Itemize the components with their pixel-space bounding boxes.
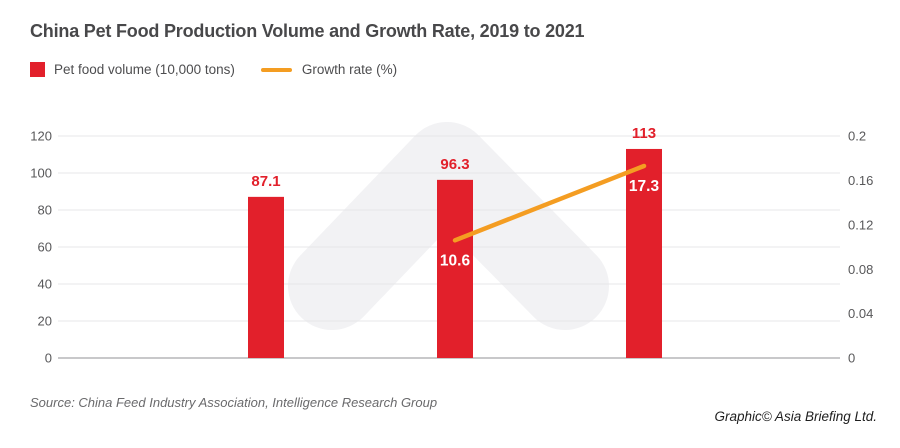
line-series: 10.6 17.3	[440, 163, 660, 269]
left-axis-tick-label: 120	[30, 129, 52, 144]
source-note: Source: China Feed Industry Association,…	[30, 395, 438, 410]
volume-bar-2021	[626, 148, 662, 358]
growth-value-label: 17.3	[629, 178, 660, 195]
right-axis-tick-label: 0.12	[848, 217, 873, 232]
growth-legend-swatch-icon	[260, 67, 292, 72]
credit-note: Graphic© Asia Briefing Ltd.	[714, 409, 877, 424]
legend: Pet food volume (10,000 tons) Growth rat…	[30, 62, 397, 77]
volume-legend-label: Pet food volume (10,000 tons)	[54, 62, 235, 77]
bar-series: 87.1 96.3 113	[248, 125, 662, 358]
chart-title: China Pet Food Production Volume and Gro…	[30, 21, 585, 41]
bar-value-label: 113	[632, 125, 656, 142]
volume-legend-swatch-icon	[30, 62, 45, 77]
left-axis-tick-label: 60	[38, 240, 52, 255]
right-axis-tick-label: 0.04	[848, 306, 873, 321]
right-axis-tick-label: 0.2	[848, 129, 866, 144]
volume-bar-2019	[248, 196, 284, 358]
right-axis: 0 0.04 0.08 0.12 0.16 0.2	[848, 129, 873, 366]
growth-rate-line	[452, 163, 647, 243]
right-axis-tick-label: 0.08	[848, 262, 873, 277]
chart-plot-area: 0 20 40 60 80 100 120 0 0.04 0.08 0.12 0.16 0.2 87.…	[30, 122, 873, 366]
bar-value-label: 87.1	[251, 173, 280, 190]
left-axis-tick-label: 0	[45, 351, 52, 366]
left-axis-tick-label: 40	[38, 277, 52, 292]
watermark-logo-icon	[288, 122, 609, 330]
left-axis: 0 20 40 60 80 100 120	[30, 129, 52, 366]
growth-value-label: 10.6	[440, 252, 471, 269]
left-axis-tick-label: 100	[30, 166, 52, 181]
growth-legend-label: Growth rate (%)	[301, 62, 398, 77]
left-axis-tick-label: 20	[38, 314, 52, 329]
left-axis-tick-label: 80	[38, 203, 52, 218]
bar-value-label: 96.3	[440, 156, 469, 173]
right-axis-tick-label: 0.16	[848, 173, 873, 188]
volume-bar-2020	[437, 179, 473, 358]
right-axis-tick-label: 0	[848, 351, 855, 366]
